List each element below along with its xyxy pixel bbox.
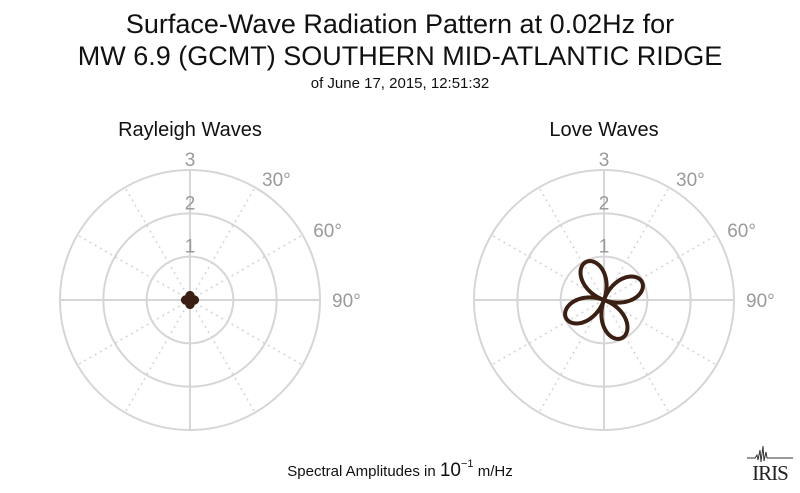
- footer-unit: m/Hz: [473, 463, 513, 480]
- rayleigh-angle-label-90: 90°: [332, 291, 361, 312]
- footer-units-label: Spectral Amplitudes in 10−1 m/Hz: [0, 454, 800, 482]
- footer-power-exponent: −1: [461, 458, 474, 470]
- seismogram-icon: [747, 445, 793, 463]
- love-angle-label-60: 60°: [727, 221, 756, 242]
- rayleigh-spoke-240: [77, 299, 191, 366]
- love-spoke-120: [603, 299, 717, 366]
- footer-prefix: Spectral Amplitudes in: [287, 463, 440, 480]
- chart-subtitle: of June 17, 2015, 12:51:32: [310, 75, 490, 92]
- love-spoke-330: [538, 187, 605, 301]
- rayleigh-spoke-330: [124, 187, 191, 301]
- love-spoke-210: [538, 299, 605, 413]
- love-spoke-240: [491, 299, 605, 366]
- love-angle-label-90: 90°: [746, 291, 775, 312]
- rayleigh-radial-label-3: 3: [185, 150, 196, 171]
- love-spoke-30: [603, 187, 670, 301]
- iris-logo-text: IRIS: [752, 461, 789, 485]
- love-radial-label-1: 1: [599, 237, 610, 258]
- love-spoke-150: [603, 299, 670, 413]
- rayleigh-radiation-pattern: [180, 290, 200, 310]
- love-radiation-pattern: [563, 259, 645, 341]
- love-spoke-60: [603, 234, 717, 301]
- rayleigh-spoke-210: [124, 299, 191, 413]
- love-spoke-300: [491, 234, 605, 301]
- iris-logo: IRIS: [745, 440, 795, 486]
- love-radial-label-2: 2: [599, 193, 610, 214]
- rayleigh-spoke-150: [189, 299, 256, 413]
- rayleigh-angle-label-30: 30°: [262, 170, 291, 191]
- rayleigh-spoke-300: [77, 234, 191, 301]
- rayleigh-panel-title: Rayleigh Waves: [118, 119, 262, 141]
- chart-title-line1: Surface-Wave Radiation Pattern at 0.02Hz…: [125, 9, 675, 39]
- love-radial-label-3: 3: [599, 150, 610, 171]
- rayleigh-radial-label-2: 2: [185, 193, 196, 214]
- footer-power-base: 10: [439, 460, 461, 481]
- love-panel-title: Love Waves: [549, 119, 659, 141]
- rayleigh-angle-label-60: 60°: [313, 221, 342, 242]
- love-angle-label-30: 30°: [676, 170, 705, 191]
- rayleigh-radial-label-1: 1: [185, 237, 196, 258]
- chart-title-line2: MW 6.9 (GCMT) SOUTHERN MID-ATLANTIC RIDG…: [77, 41, 723, 71]
- rayleigh-spoke-60: [189, 234, 303, 301]
- rayleigh-spoke-120: [189, 299, 303, 366]
- rayleigh-spoke-30: [189, 187, 256, 301]
